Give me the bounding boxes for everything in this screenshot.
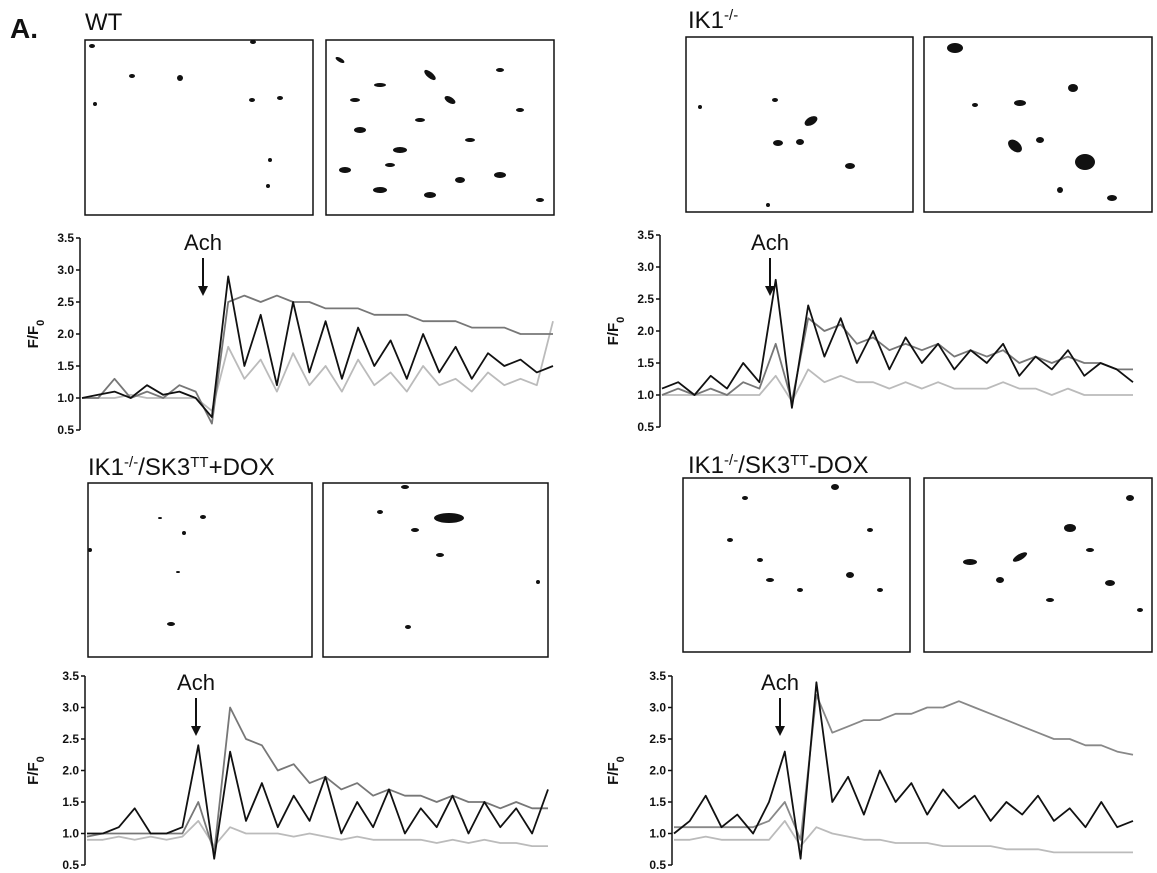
y-label-part: 0 [615,756,627,762]
title-part: -DOX [809,452,869,479]
arrow-head [198,286,208,296]
trace-line [661,317,1133,403]
micrograph [923,477,1153,653]
y-tick-label: 2.5 [649,732,666,746]
panel-title: IK1-/-/SK3TT+DOX [88,454,275,482]
y-tick-label: 3.5 [649,669,666,683]
panel-title: IK1-/- [688,7,738,35]
title-part: TT [190,454,208,471]
y-label-part: F/F [25,762,42,785]
trace-line [82,294,553,425]
y-label-part: F/F [605,762,622,785]
cell-spots [963,495,1143,612]
title-part: -/- [124,454,138,471]
cell-spots [89,40,283,188]
y-tick-label: 3.5 [637,228,654,242]
y-tick-label: 3.5 [57,231,74,245]
micrograph [84,39,314,216]
y-tick-label: 2.0 [62,764,79,778]
y-tick-label: 3.0 [57,263,74,277]
y-tick-label: 0.5 [637,420,654,434]
micrograph [322,482,549,658]
y-tick-label: 0.5 [57,423,74,437]
cell-spots [335,56,544,202]
title-part: IK1 [688,452,724,479]
trace-line [82,320,554,412]
trace-line [87,820,548,847]
panel-label: A. [10,13,38,44]
y-axis-label: F/F0 [25,756,47,785]
y-tick-label: 0.5 [649,858,666,872]
cell-spots [377,485,540,629]
panel-title: IK1-/-/SK3TT-DOX [688,452,869,480]
y-tick-label: 2.0 [637,324,654,338]
y-tick-label: 1.5 [57,359,74,373]
title-part: -/- [724,452,738,469]
y-label-part: F/F [605,323,622,346]
micrograph-pair [84,36,1153,658]
y-label-part: 0 [615,317,627,323]
micrograph [87,482,313,658]
y-tick-label: 2.5 [637,292,654,306]
trace-line [662,368,1133,403]
title-part: TT [790,452,808,469]
y-tick-label: 3.0 [62,701,79,715]
trace-line [673,681,1134,860]
title-part: -/- [724,7,738,24]
y-tick-label: 3.0 [649,701,666,715]
y-tick-label: 3.0 [637,260,654,274]
y-tick-label: 1.0 [57,391,74,405]
trace-line [87,744,549,860]
cell-spots [947,43,1117,201]
cell-spots [88,515,206,626]
y-tick-label: 1.5 [637,356,654,370]
micrograph [682,477,911,653]
y-tick-label: 0.5 [62,858,79,872]
title-part: /SK3 [138,454,190,481]
panel-title: WT [85,9,123,36]
y-label-part: 0 [35,756,47,762]
annotation: Ach [751,230,789,255]
y-tick-label: 2.0 [57,327,74,341]
cell-spots [727,484,883,592]
arrow-head [765,286,775,296]
y-axis-label: F/F0 [605,756,627,785]
title-part: WT [85,9,123,36]
y-axis-label: F/F0 [25,320,47,349]
y-tick-label: 1.0 [62,827,79,841]
arrow-head [775,726,785,736]
micrograph [325,39,555,216]
y-tick-label: 2.5 [62,732,79,746]
title-part: IK1 [88,454,124,481]
annotation: Ach [184,230,222,255]
y-tick-label: 1.5 [62,795,79,809]
y-tick-label: 1.5 [649,795,666,809]
trace-line [81,275,554,419]
title-part: +DOX [209,454,275,481]
y-tick-label: 2.5 [57,295,74,309]
title-part: /SK3 [738,452,790,479]
trace-line [86,706,548,854]
y-tick-label: 1.0 [637,388,654,402]
y-tick-label: 2.0 [649,764,666,778]
annotation: Ach [177,670,215,695]
y-label-part: 0 [35,320,47,326]
trace-line [674,820,1133,854]
trace-line [661,278,1134,409]
trace-line [674,694,1134,841]
arrow-head [191,726,201,736]
micrograph [923,36,1153,213]
y-tick-label: 3.5 [62,669,79,683]
y-axis-label: F/F0 [605,317,627,346]
cell-spots [698,98,855,207]
y-tick-label: 1.0 [649,827,666,841]
title-part: IK1 [688,7,724,34]
annotation: Ach [761,670,799,695]
y-label-part: F/F [25,326,42,349]
micrograph [685,36,914,213]
